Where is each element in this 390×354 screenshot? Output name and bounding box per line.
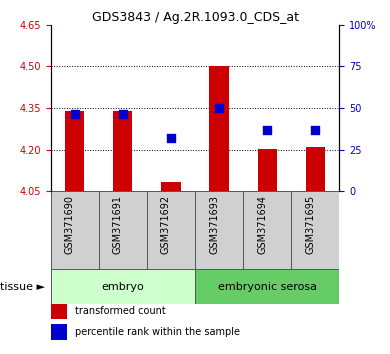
Bar — [147, 191, 195, 269]
Bar — [209, 66, 229, 191]
Bar — [65, 111, 84, 191]
Text: GSM371694: GSM371694 — [257, 195, 267, 254]
Point — [168, 135, 174, 141]
Bar — [161, 182, 181, 191]
Point — [312, 127, 318, 133]
Bar — [243, 191, 291, 269]
Text: GSM371693: GSM371693 — [209, 195, 219, 254]
Text: GSM371695: GSM371695 — [305, 195, 315, 254]
Bar — [195, 191, 243, 269]
Bar — [306, 147, 325, 191]
Bar — [257, 149, 277, 191]
Bar — [51, 303, 67, 319]
Bar — [195, 269, 339, 304]
Bar — [99, 191, 147, 269]
Bar — [113, 111, 133, 191]
Text: embryonic serosa: embryonic serosa — [218, 282, 317, 292]
Text: tissue ►: tissue ► — [0, 282, 45, 292]
Text: percentile rank within the sample: percentile rank within the sample — [75, 327, 240, 337]
Point — [264, 127, 270, 133]
Point — [72, 111, 78, 116]
Point — [120, 111, 126, 116]
Bar — [291, 191, 339, 269]
Title: GDS3843 / Ag.2R.1093.0_CDS_at: GDS3843 / Ag.2R.1093.0_CDS_at — [92, 11, 298, 24]
Point — [216, 105, 222, 111]
Bar — [51, 191, 99, 269]
Bar — [51, 269, 195, 304]
Text: GSM371691: GSM371691 — [113, 195, 123, 254]
Text: GSM371692: GSM371692 — [161, 195, 171, 254]
Text: GSM371690: GSM371690 — [65, 195, 75, 254]
Text: embryo: embryo — [101, 282, 144, 292]
Bar — [51, 324, 67, 340]
Text: transformed count: transformed count — [75, 306, 166, 316]
